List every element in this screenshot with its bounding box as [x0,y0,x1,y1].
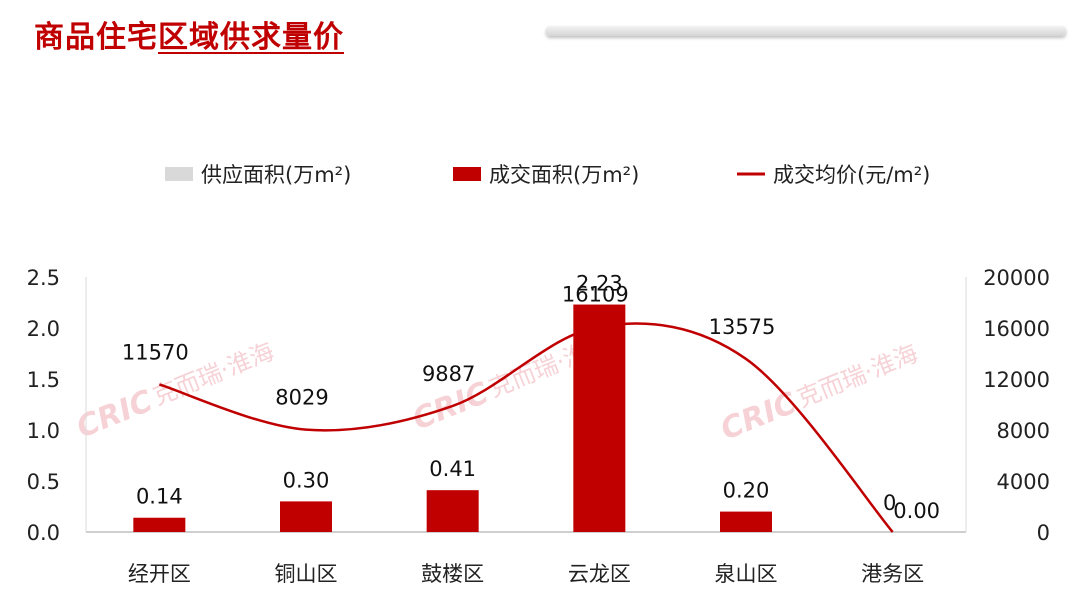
deal-area-label: 0.14 [136,485,183,509]
price-line [158,322,894,533]
price-line-series [158,322,894,533]
title-plain: 商品住宅 [34,20,158,55]
legend-label: 成交均价(元/m²) [773,163,930,187]
x-tick-label: 经开区 [128,562,191,586]
y-left-tick-label: 2.0 [27,317,60,341]
y-left-tick-label: 0.0 [27,521,60,545]
y-right-tick-label: 12000 [983,368,1050,392]
deal-bar [280,501,332,532]
deal-bar [133,517,186,532]
y-right-tick-label: 0 [1037,521,1050,545]
legend-bar-swatch [165,167,193,181]
deal-area-label: 2.23 [576,272,623,296]
deal-area-label: 0.41 [429,457,476,481]
deal-bar [426,490,479,532]
watermark-logo: CRIC [72,384,158,446]
legend-item-2: 成交均价(元/m²) [737,163,930,187]
legend-item-1: 成交面积(万m²) [453,163,639,187]
header-decoration-bar [546,26,1066,36]
bar-series [133,304,772,532]
data-labels: 0.14 0.30 0.41 2.23 0.20 0.00 11570 8029 9887 161… [122,272,940,523]
price-label: 0 [883,491,896,515]
deal-area-label: 0.30 [283,468,330,492]
x-tick-label: 泉山区 [715,562,778,586]
y-right-tick-label: 8000 [997,419,1050,443]
chart-axes: 0.0 0.5 1.0 1.5 2.0 2.5 0 4000 8000 12000 16000 200… [27,266,1050,586]
price-label: 8029 [275,386,328,410]
page-title: 商品住宅区域供求量价 [34,12,344,56]
watermark-logo: CRIC [716,386,802,448]
watermark-text: 克而瑞·淮海 [793,339,922,413]
legend-bar-swatch [453,167,481,181]
price-label: 16109 [562,283,629,307]
y-left-tick-label: 1.5 [27,368,60,392]
legend-label: 成交面积(万m²) [489,163,639,187]
legend-item-0: 供应面积(万m²) [165,163,351,187]
deal-area-label: 0.20 [723,479,770,503]
x-tick-label: 鼓楼区 [421,562,484,586]
price-label: 9887 [422,362,475,386]
deal-bar [720,511,772,532]
title-underlined: 区域供求量价 [158,20,344,55]
y-left-tick-label: 2.5 [27,266,60,290]
x-tick-label: 铜山区 [275,562,338,586]
y-left-tick-label: 1.0 [27,419,60,443]
price-label: 13575 [709,315,776,339]
x-tick-label: 云龙区 [568,562,631,586]
deal-bar [573,304,626,532]
y-right-tick-label: 16000 [983,317,1050,341]
chart-legend: 供应面积(万m²) 成交面积(万m²) 成交均价(元/m²) [165,163,930,187]
y-right-tick-label: 20000 [983,266,1050,290]
price-label: 11570 [122,340,189,364]
legend-label: 供应面积(万m²) [201,163,351,187]
y-left-tick-label: 0.5 [27,470,60,494]
deal-area-label: 0.00 [893,499,940,523]
x-tick-label: 港务区 [861,562,924,586]
y-right-tick-label: 4000 [997,470,1050,494]
